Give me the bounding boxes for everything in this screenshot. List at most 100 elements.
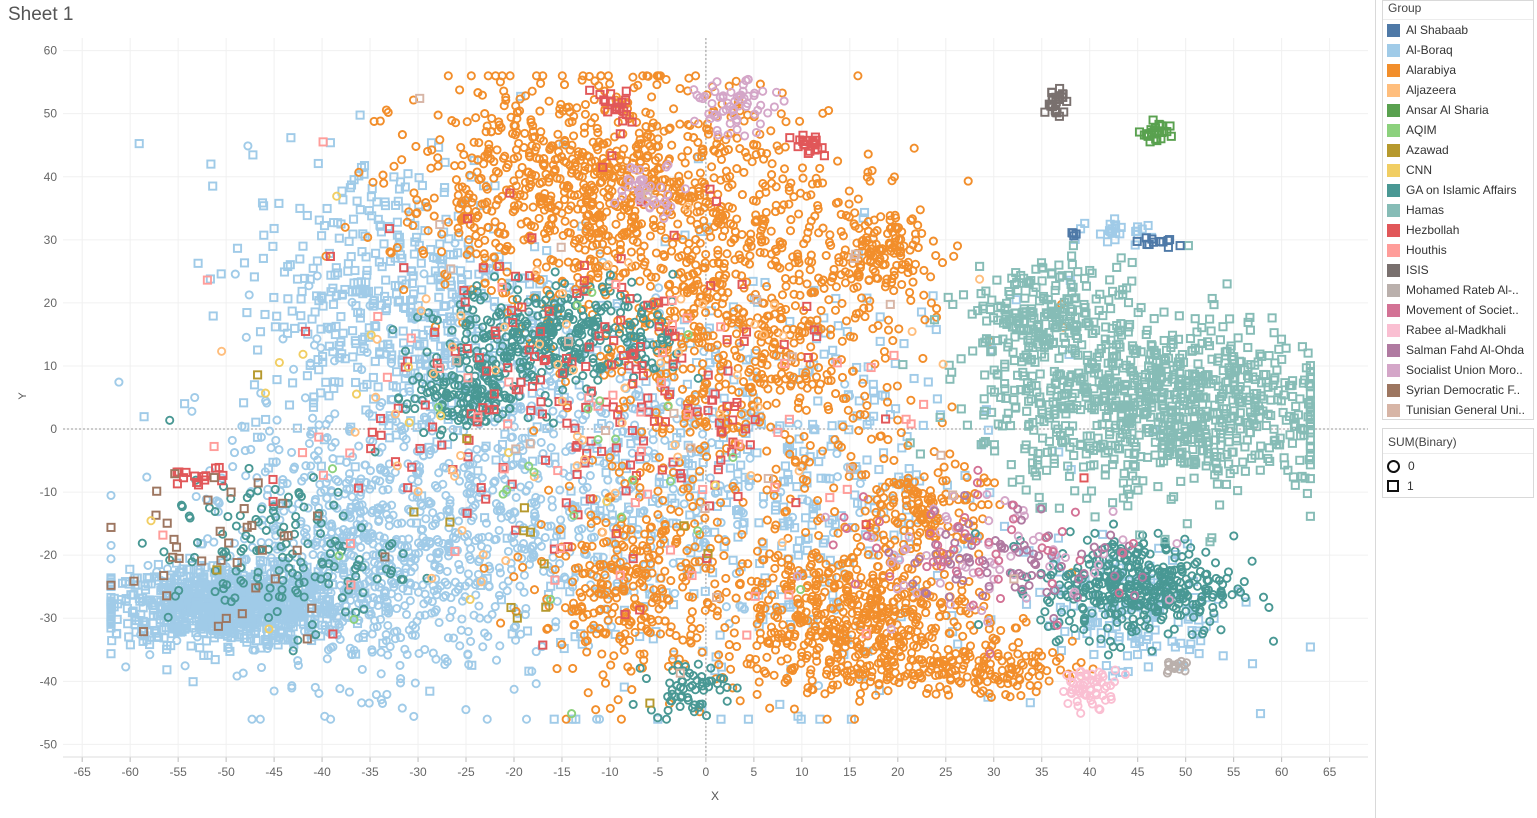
point-al-boraq[interactable] [1095,229,1106,239]
point-al-boraq[interactable] [801,513,811,523]
point-al-boraq[interactable] [420,589,430,599]
point-al-boraq[interactable] [875,336,885,346]
point-al-boraq[interactable] [350,462,360,472]
point-alarabiya[interactable] [677,384,688,394]
point-alarabiya[interactable] [437,247,447,257]
point-al-boraq[interactable] [310,307,320,317]
point-al-boraq[interactable] [390,634,400,644]
point-al-boraq[interactable] [302,210,312,221]
point-al-boraq[interactable] [213,507,223,517]
point-al-boraq[interactable] [288,378,298,388]
point-al-boraq[interactable] [700,586,710,596]
point-al-boraq[interactable] [427,597,437,607]
point-al-boraq[interactable] [242,308,252,318]
point-al-boraq[interactable] [356,542,366,552]
point-al-boraq[interactable] [252,599,262,610]
point-al-boraq[interactable] [227,435,237,445]
point-al-boraq[interactable] [193,258,203,268]
point-alarabiya[interactable] [426,163,436,173]
point-al-boraq[interactable] [308,539,318,549]
point-al-boraq[interactable] [312,256,322,266]
point-al-boraq[interactable] [129,590,139,600]
point-al-boraq[interactable] [519,587,529,597]
point-al-boraq[interactable] [312,271,322,281]
point-al-boraq[interactable] [272,632,282,642]
point-al-boraq[interactable] [490,602,500,612]
point-al-boraq[interactable] [192,632,202,642]
point-al-boraq[interactable] [255,327,266,337]
point-alarabiya[interactable] [816,305,826,316]
point-al-boraq[interactable] [457,614,467,624]
point-al-boraq[interactable] [243,141,253,151]
point-al-boraq[interactable] [521,603,531,614]
point-alarabiya[interactable] [389,161,399,171]
point-al-boraq[interactable] [208,615,218,626]
point-alarabiya[interactable] [863,149,873,159]
point-al-boraq[interactable] [324,391,334,401]
point-al-boraq[interactable] [255,714,265,724]
point-al-boraq[interactable] [463,569,473,579]
point-al-boraq[interactable] [153,559,163,570]
point-al-boraq[interactable] [308,413,318,423]
point-al-boraq[interactable] [287,611,297,622]
point-al-boraq[interactable] [660,435,670,445]
point-al-boraq[interactable] [308,550,318,560]
point-al-boraq[interactable] [481,550,492,560]
point-alarabiya[interactable] [785,226,796,236]
point-al-boraq[interactable] [292,423,302,433]
point-al-boraq[interactable] [287,681,297,691]
point-al-boraq[interactable] [397,703,407,713]
point-al-boraq[interactable] [195,643,205,653]
point-al-boraq[interactable] [193,604,204,614]
point-alarabiya[interactable] [915,205,925,215]
point-al-boraq[interactable] [381,275,391,285]
point-al-boraq[interactable] [124,632,134,642]
point-alarabiya[interactable] [906,395,916,405]
point-alarabiya[interactable] [797,163,808,173]
point-al-boraq[interactable] [180,399,190,409]
point-al-boraq[interactable] [167,623,177,633]
point-al-boraq[interactable] [440,659,450,670]
point-al-boraq[interactable] [375,476,385,486]
point-alarabiya[interactable] [453,190,463,200]
point-al-boraq[interactable] [395,678,406,688]
point-al-boraq[interactable] [463,649,473,659]
point-al-boraq[interactable] [392,603,402,614]
point-al-boraq[interactable] [364,698,374,708]
point-al-boraq[interactable] [428,508,438,518]
point-al-boraq[interactable] [405,596,415,606]
point-al-boraq[interactable] [1089,649,1099,660]
point-alarabiya[interactable] [626,247,636,257]
point-alarabiya[interactable] [795,188,806,198]
point-alarabiya[interactable] [491,166,501,176]
point-al-boraq[interactable] [251,417,261,427]
point-alarabiya[interactable] [487,113,497,123]
point-alarabiya[interactable] [652,80,662,90]
point-al-boraq[interactable] [161,622,171,633]
point-al-boraq[interactable] [106,612,116,622]
point-al-boraq[interactable] [999,521,1010,531]
point-al-boraq[interactable] [443,633,453,643]
point-alarabiya[interactable] [618,129,628,139]
point-alarabiya[interactable] [825,230,835,240]
point-al-boraq[interactable] [875,312,885,322]
point-alarabiya[interactable] [794,209,804,219]
point-al-boraq[interactable] [370,356,380,366]
point-al-boraq[interactable] [274,445,284,455]
point-al-boraq[interactable] [246,444,256,454]
point-al-boraq[interactable] [1218,651,1228,661]
point-alarabiya[interactable] [397,130,407,140]
point-al-boraq[interactable] [145,650,155,660]
point-al-boraq[interactable] [421,514,431,524]
point-al-boraq[interactable] [1305,642,1315,652]
point-alarabiya[interactable] [443,71,453,81]
point-alarabiya[interactable] [833,156,843,166]
point-al-boraq[interactable] [288,622,298,632]
point-al-boraq[interactable] [283,622,293,632]
point-alarabiya[interactable] [732,164,742,174]
point-al-boraq[interactable] [216,269,226,279]
point-al-boraq[interactable] [414,173,424,183]
point-al-boraq[interactable] [478,642,488,652]
point-alarabiya[interactable] [841,316,852,326]
point-al-boraq[interactable] [503,576,513,586]
